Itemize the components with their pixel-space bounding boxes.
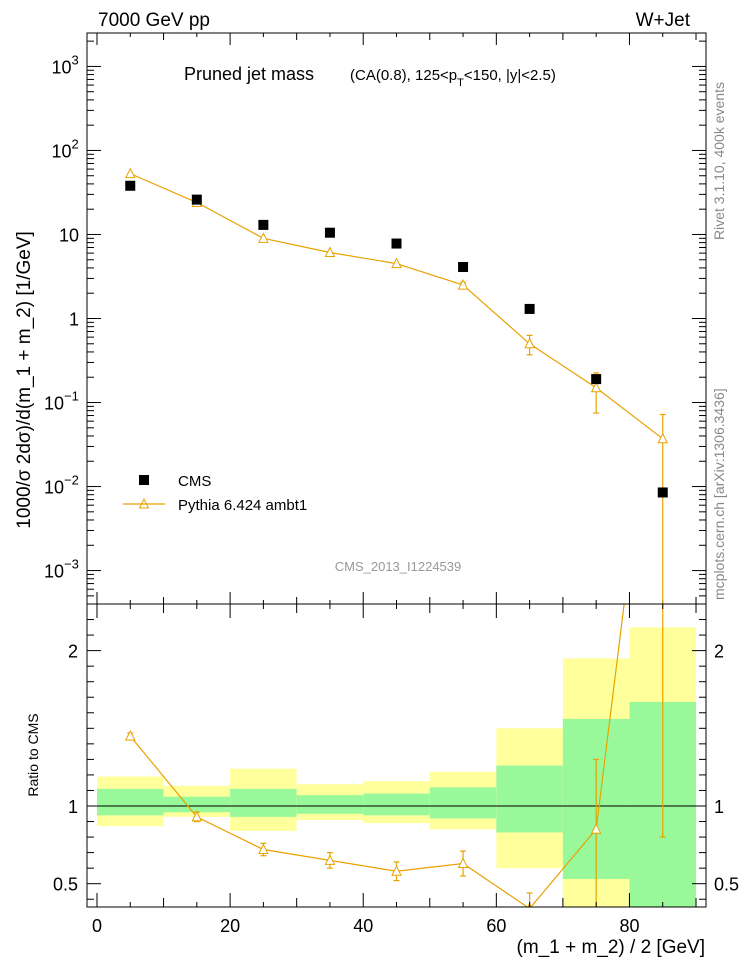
y-tick-label: 103 [52, 52, 79, 77]
ratio-y-tick-label-right: 0.5 [714, 875, 739, 895]
y-tick-label: 1 [69, 310, 79, 330]
y-axis-label: 1000/σ 2dσ)/d(m_1 + m_2) [1/GeV] [14, 231, 35, 529]
pythia-point [657, 432, 669, 444]
ratio-pythia-point [258, 843, 269, 855]
ratio-y-tick-label-left: 1 [68, 797, 78, 817]
y-tick-label: 10−2 [44, 473, 79, 498]
legend-label-cms: CMS [178, 473, 211, 490]
pythia-point [590, 381, 602, 393]
pythia-point [124, 167, 136, 179]
legend-marker-cms [139, 475, 149, 485]
chart-subtitle: (CA(0.8), 125<pT<150, |y|<2.5) [350, 67, 556, 89]
y-tick-label: 10−3 [44, 557, 79, 582]
ratio-pythia-series [124, 288, 667, 907]
ratio-pythia-point [590, 823, 602, 834]
green-band [496, 765, 563, 833]
legend-marker-pythia [138, 497, 150, 509]
pythia-series [124, 167, 669, 604]
chart-title: Pruned jet mass [184, 64, 314, 84]
pythia-line [130, 173, 664, 440]
y-tick-label: 10−1 [44, 389, 79, 414]
pythia-point [391, 257, 402, 269]
green-band [96, 788, 164, 816]
ratio-y-tick-label-right: 2 [714, 642, 724, 662]
cms-point [391, 238, 402, 249]
cms-series [125, 180, 668, 498]
mcplots-label: mcplots.cern.ch [arXiv:1306.3436] [711, 388, 727, 600]
green-band [163, 796, 231, 813]
ratio-y-tick-label-left: 0.5 [53, 875, 78, 895]
legend-label-pythia: Pythia 6.424 ambt1 [178, 497, 307, 514]
pythia-point [324, 246, 336, 258]
cms-point [657, 487, 668, 498]
cms-point [324, 227, 335, 238]
x-tick-label: 40 [353, 916, 373, 936]
cms-point [524, 303, 535, 314]
x-axis-label: (m_1 + m_2) / 2 [GeV] [517, 937, 706, 958]
green-band [363, 793, 430, 816]
ratio-pythia-point [658, 288, 667, 297]
cms-point [458, 262, 469, 273]
cms-point [591, 374, 602, 385]
x-tick-label: 60 [486, 916, 506, 936]
ratio-pythia-point [457, 857, 469, 868]
cms-point [125, 180, 136, 191]
ratio-pythia-point [391, 865, 402, 876]
watermark: CMS_2013_I1224539 [335, 559, 462, 574]
pythia-point [457, 278, 469, 290]
green-band [296, 795, 364, 814]
legend: CMS Pythia 6.424 ambt1 [123, 473, 307, 514]
pythia-point [524, 337, 535, 349]
x-tick-label: 80 [619, 916, 639, 936]
main-frame [86, 32, 707, 605]
ratio-y-tick-label-right: 1 [714, 797, 724, 817]
ratio-pythia-point [324, 854, 336, 865]
header-left: 7000 GeV pp [98, 10, 210, 31]
x-tick-label: 20 [220, 916, 240, 936]
rivet-label: Rivet 3.1.10, 400k events [711, 82, 727, 240]
ratio-y-axis-label: Ratio to CMS [25, 713, 41, 796]
ratio-y-tick-label-left: 2 [68, 642, 78, 662]
ratio-pythia-point [191, 810, 203, 822]
cms-point [258, 219, 269, 230]
cms-point [191, 194, 202, 205]
ratio-pythia-point [124, 729, 136, 741]
pythia-point [258, 232, 269, 243]
green-band [230, 788, 297, 817]
green-band [429, 787, 497, 819]
ratio-frame [86, 603, 707, 908]
y-tick-label: 10 [59, 225, 79, 245]
ratio-panel: 0.5 0.51 12 20 20 40 60 80 [53, 288, 739, 936]
header-right: W+Jet [636, 10, 691, 31]
y-tick-label: 102 [52, 136, 79, 161]
x-tick-label: 0 [92, 916, 102, 936]
